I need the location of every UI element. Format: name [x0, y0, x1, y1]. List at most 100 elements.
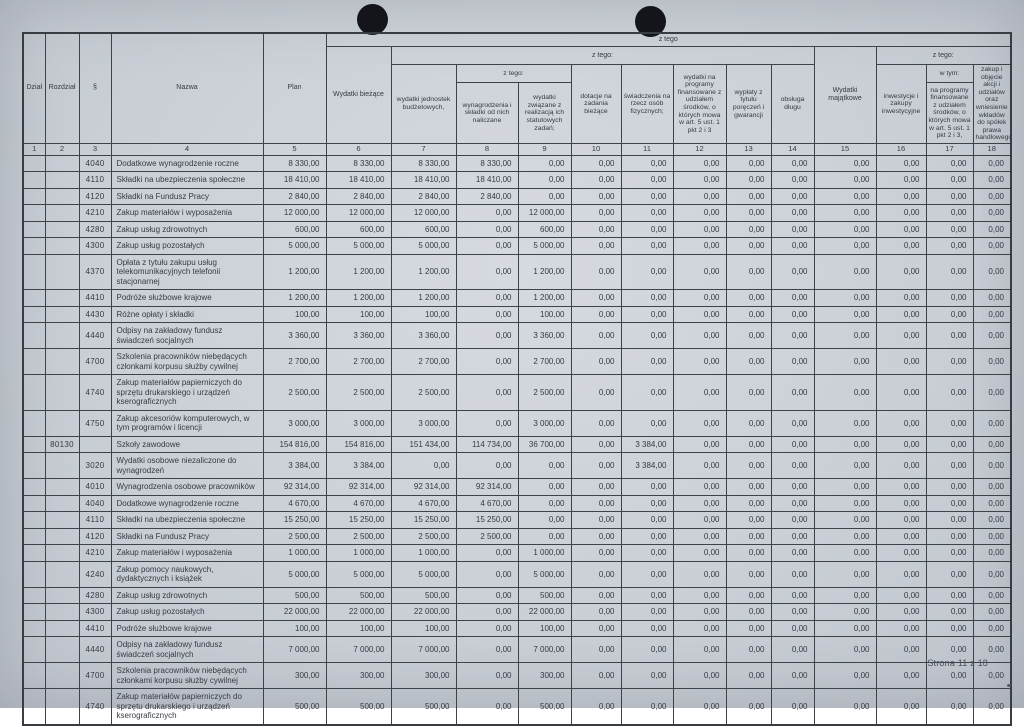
- cell-rozdzial: [44, 374, 80, 411]
- cell-nazwa: Dodatkowe wynagrodzenie roczne: [110, 494, 264, 513]
- cell-wydatki-jednostek: 100,00: [390, 619, 457, 638]
- cell-obsluga-dlugu: 0,00: [770, 220, 815, 239]
- cell-paragraf: 4040: [78, 154, 112, 173]
- cell-paragraf: 4240: [78, 560, 112, 588]
- column-number: 7: [390, 142, 457, 156]
- cell-wydatki-majatkowe: 0,00: [813, 478, 877, 496]
- cell-inwestycje: 0,00: [875, 435, 927, 454]
- cell-wydatki-jednostek: 4 670,00: [390, 494, 457, 513]
- cell-nazwa: Składki na ubezpieczenia społeczne: [110, 511, 264, 529]
- cell-nazwa: Wynagrodzenia osobowe pracowników: [110, 478, 264, 496]
- cell-rozdzial: [44, 409, 80, 437]
- cell-obsluga-dlugu: 0,00: [770, 348, 815, 376]
- cell-swiadczenia: 0,00: [620, 322, 674, 350]
- cell-wydatki-biezace: 500,00: [325, 688, 392, 726]
- cell-programy-biezace: 0,00: [672, 204, 727, 222]
- cell-wynagrodzenia: 0,00: [455, 586, 519, 605]
- column-number: 4: [110, 142, 264, 156]
- table-row: 4410 Podróże służbowe krajowe 1 200,00 1…: [22, 289, 1012, 307]
- cell-wyplaty-poreczen: 0,00: [725, 171, 772, 189]
- header-obsluga-dlugu: obsługa długu: [770, 64, 815, 144]
- header-paragraf: §: [78, 32, 112, 144]
- cell-programy-majatkowe: 0,00: [925, 527, 974, 546]
- cell-programy-majatkowe: 0,00: [925, 171, 974, 189]
- cell-obsluga-dlugu: 0,00: [770, 603, 815, 621]
- cell-programy-majatkowe: 0,00: [925, 560, 974, 588]
- cell-rozdzial: [44, 154, 80, 173]
- cell-dzial: [22, 253, 46, 291]
- cell-plan: 5 000,00: [262, 237, 327, 255]
- cell-wydatki-biezace: 3 360,00: [325, 322, 392, 350]
- header-programy-majatkowe: na programy finansowane z udziałem środk…: [925, 82, 974, 144]
- header-dotacje: dotacje na zadania bieżące: [570, 64, 622, 144]
- cell-wydatki-biezace: 1 200,00: [325, 289, 392, 307]
- cell-nazwa: Opłata z tytułu zakupu usług telekomunik…: [110, 253, 264, 291]
- cell-obsluga-dlugu: 0,00: [770, 322, 815, 350]
- cell-wynagrodzenia: 114 734,00: [455, 435, 519, 454]
- cell-wydatki-majatkowe: 0,00: [813, 527, 877, 546]
- column-number: 14: [770, 142, 815, 156]
- cell-nazwa: Zakup usług pozostałych: [110, 603, 264, 621]
- header-inwestycje: inwestycje i zakupy inwestycyjne: [875, 64, 927, 144]
- cell-inwestycje: 0,00: [875, 237, 927, 255]
- cell-inwestycje: 0,00: [875, 636, 927, 664]
- cell-wydatki-jednostek: 300,00: [390, 662, 457, 690]
- cell-rozdzial: [44, 636, 80, 664]
- table-row: 4120 Składki na Fundusz Pracy 2 840,00 2…: [22, 187, 1012, 206]
- cell-obsluga-dlugu: 0,00: [770, 409, 815, 437]
- cell-programy-majatkowe: 0,00: [925, 253, 974, 291]
- cell-rozdzial: [44, 544, 80, 562]
- cell-dzial: [22, 452, 46, 480]
- cell-plan: 12 000,00: [262, 204, 327, 222]
- cell-inwestycje: 0,00: [875, 322, 927, 350]
- cell-inwestycje: 0,00: [875, 478, 927, 496]
- cell-wydatki-jednostek: 500,00: [390, 586, 457, 605]
- cell-programy-biezace: 0,00: [672, 560, 727, 588]
- cell-swiadczenia: 0,00: [620, 511, 674, 529]
- cell-rozdzial: [44, 289, 80, 307]
- cell-swiadczenia: 0,00: [620, 253, 674, 291]
- column-number: 1: [22, 142, 46, 156]
- cell-wydatki-statutowe: 2 500,00: [517, 374, 572, 411]
- cell-swiadczenia: 0,00: [620, 409, 674, 437]
- cell-wydatki-jednostek: 1 200,00: [390, 253, 457, 291]
- cell-wydatki-statutowe: 0,00: [517, 494, 572, 513]
- cell-swiadczenia: 3 384,00: [620, 435, 674, 454]
- cell-paragraf: 4440: [78, 322, 112, 350]
- cell-inwestycje: 0,00: [875, 305, 927, 324]
- column-number: 3: [78, 142, 112, 156]
- cell-wynagrodzenia: 15 250,00: [455, 511, 519, 529]
- cell-wydatki-majatkowe: 0,00: [813, 171, 877, 189]
- cell-plan: 1 000,00: [262, 544, 327, 562]
- cell-paragraf: 4440: [78, 636, 112, 664]
- cell-rozdzial: [44, 527, 80, 546]
- cell-wydatki-statutowe: 0,00: [517, 187, 572, 206]
- cell-swiadczenia: 0,00: [620, 187, 674, 206]
- cell-rozdzial: [44, 452, 80, 480]
- cell-paragraf: 4110: [78, 171, 112, 189]
- cell-paragraf: 4120: [78, 187, 112, 206]
- cell-nazwa: Składki na ubezpieczenia społeczne: [110, 171, 264, 189]
- cell-wyplaty-poreczen: 0,00: [725, 237, 772, 255]
- cell-paragraf: 3020: [78, 452, 112, 480]
- table-row: 3020 Wydatki osobowe niezaliczone do wyn…: [22, 452, 1012, 480]
- cell-wydatki-majatkowe: 0,00: [813, 204, 877, 222]
- cell-programy-majatkowe: 0,00: [925, 289, 974, 307]
- cell-nazwa: Zakup materiałów i wyposażenia: [110, 204, 264, 222]
- cell-programy-majatkowe: 0,00: [925, 494, 974, 513]
- cell-dotacje: 0,00: [570, 560, 622, 588]
- cell-zakup-akcji: 0,00: [972, 322, 1012, 350]
- cell-wyplaty-poreczen: 0,00: [725, 662, 772, 690]
- cell-paragraf: 4010: [78, 478, 112, 496]
- cell-wydatki-statutowe: 2 700,00: [517, 348, 572, 376]
- table-row: 4740 Zakup materiałów papierniczych do s…: [22, 374, 1012, 411]
- cell-dotacje: 0,00: [570, 237, 622, 255]
- cell-programy-majatkowe: 0,00: [925, 688, 974, 726]
- cell-nazwa: Różne opłaty i składki: [110, 305, 264, 324]
- cell-dotacje: 0,00: [570, 305, 622, 324]
- cell-paragraf: 4280: [78, 586, 112, 605]
- cell-dzial: [22, 619, 46, 638]
- cell-wyplaty-poreczen: 0,00: [725, 348, 772, 376]
- cell-programy-biezace: 0,00: [672, 478, 727, 496]
- cell-dzial: [22, 662, 46, 690]
